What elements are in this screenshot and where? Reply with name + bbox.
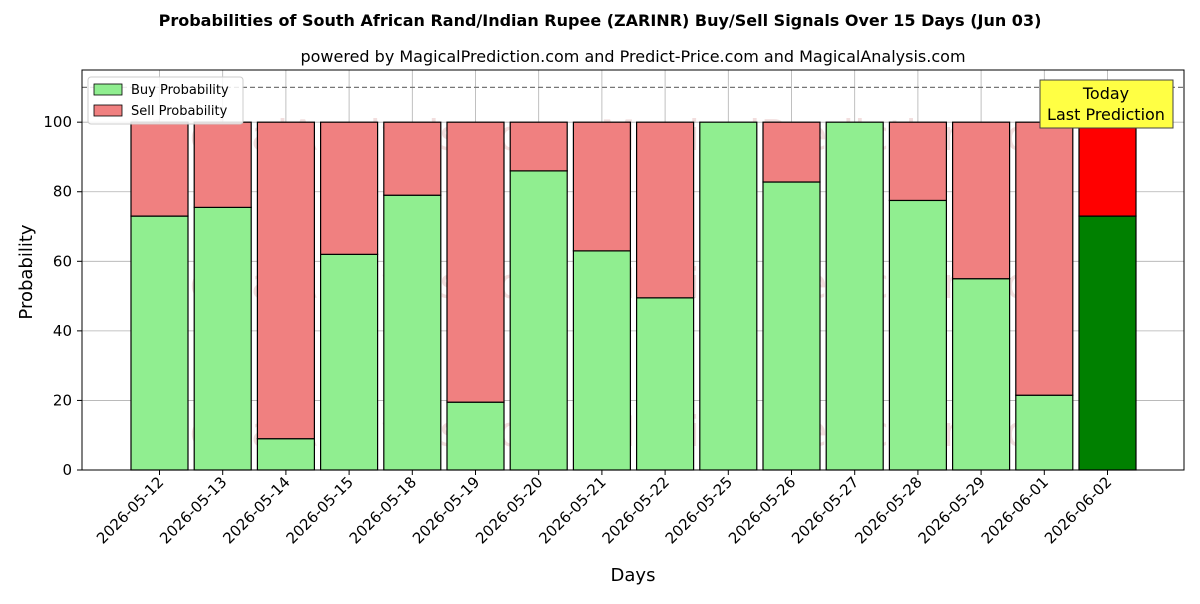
legend-swatch <box>93 104 123 117</box>
y-tick-label: 60 <box>53 252 72 270</box>
sell-bar <box>320 121 379 255</box>
x-tick-label: 2026-05-26 <box>725 473 799 547</box>
legend: Buy Probability Sell Probability <box>87 76 244 125</box>
buy-bar <box>130 215 189 471</box>
x-tick-label: 2026-05-13 <box>156 473 230 547</box>
sell-bar <box>635 121 695 299</box>
x-tick-label: 2026-05-22 <box>599 473 673 547</box>
y-tick-label: 20 <box>53 391 72 409</box>
sell-bar <box>572 121 632 252</box>
bar-layer <box>130 121 1137 471</box>
x-tick-label: 2026-05-21 <box>535 473 609 547</box>
annotation-box <box>1039 79 1174 129</box>
buy-bar <box>383 194 442 471</box>
sell-bar <box>446 121 505 403</box>
sell-bar <box>1078 121 1137 217</box>
today-annotation: Today Last Prediction <box>1039 79 1174 129</box>
sell-bar <box>888 121 948 202</box>
buy-bar <box>762 181 821 471</box>
buy-bar <box>320 253 379 471</box>
annotation-line-1: Today <box>1082 84 1129 103</box>
y-tick-label: 80 <box>53 183 72 201</box>
x-tick-label: 2026-06-01 <box>978 473 1052 547</box>
chart-title: Probabilities of South African Rand/Indi… <box>159 11 1042 30</box>
buy-bar <box>256 438 315 471</box>
x-tick-label: 2026-05-19 <box>409 473 483 547</box>
x-tick-label: 2026-05-25 <box>662 473 736 547</box>
sell-bar <box>951 121 1011 280</box>
x-tick-label: 2026-05-27 <box>788 473 862 547</box>
y-tick-label: 0 <box>62 461 72 479</box>
legend-label: Sell Probability <box>131 104 228 119</box>
chart-subtitle: powered by MagicalPrediction.com and Pre… <box>300 47 965 66</box>
buy-bar <box>888 199 948 471</box>
sell-bar <box>1015 121 1074 396</box>
y-axis-label: Probability <box>16 224 37 319</box>
sell-bar <box>256 121 315 440</box>
sell-bar <box>193 121 252 208</box>
buy-bar <box>699 121 758 471</box>
legend-swatch <box>93 83 123 96</box>
x-tick-label: 2026-05-15 <box>283 473 357 547</box>
annotation-line-2: Last Prediction <box>1047 105 1165 124</box>
buy-bar <box>1015 394 1074 471</box>
x-axis-label: Days <box>611 565 656 586</box>
x-tick-label: 2026-05-20 <box>472 473 546 547</box>
buy-bar <box>951 278 1011 471</box>
legend-box <box>87 76 244 125</box>
buy-bar <box>825 121 884 471</box>
sell-bar <box>762 121 821 183</box>
plot-frame <box>81 69 1185 471</box>
legend-label: Buy Probability <box>131 83 229 98</box>
buy-bar <box>446 401 505 471</box>
sell-bar <box>130 121 189 217</box>
buy-bar <box>193 206 252 471</box>
buy-bar <box>635 297 695 471</box>
y-tick-label: 40 <box>53 322 72 340</box>
x-tick-label: 2026-05-28 <box>851 473 925 547</box>
x-tick-label: 2026-05-29 <box>915 473 989 547</box>
sell-bar <box>509 121 568 172</box>
buy-bar <box>1078 215 1137 471</box>
x-tick-label: 2026-06-02 <box>1041 473 1115 547</box>
buy-bar <box>509 170 568 471</box>
x-tick-label: 2026-05-14 <box>219 473 293 547</box>
buy-bar <box>572 250 632 471</box>
sell-bar <box>383 121 442 196</box>
x-tick-label: 2026-05-18 <box>346 473 420 547</box>
y-tick-label: 100 <box>43 113 72 131</box>
x-tick-label: 2026-05-12 <box>93 473 167 547</box>
